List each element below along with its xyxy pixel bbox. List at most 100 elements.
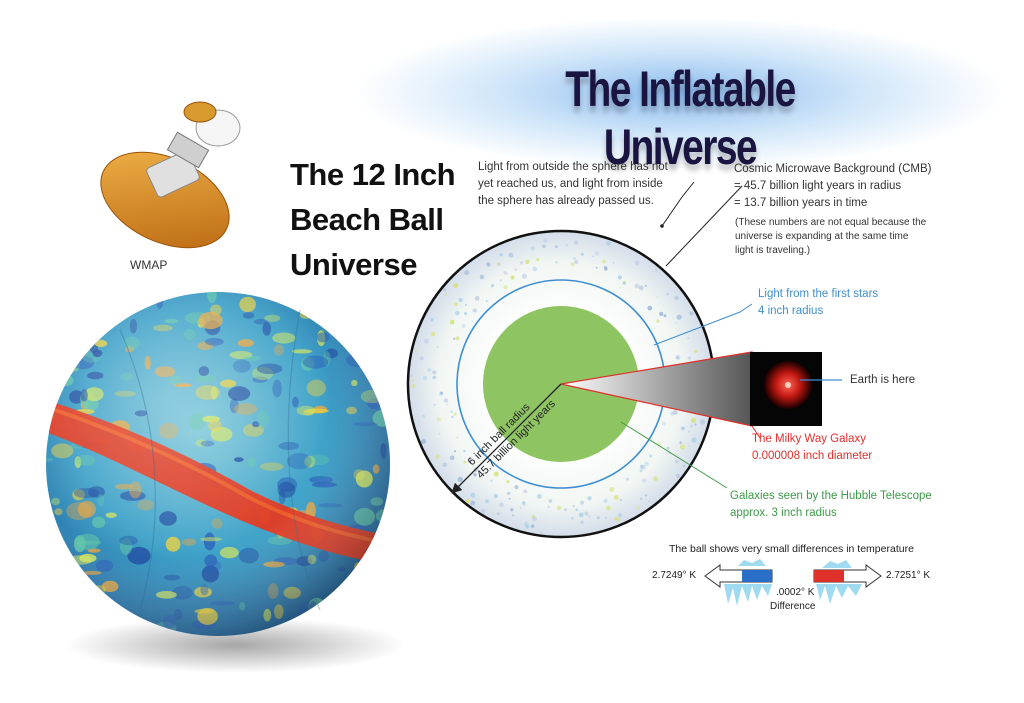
cmb-speckle xyxy=(606,505,611,511)
ball-texture-blob xyxy=(366,292,379,297)
low-temp-value: 2.7249° K xyxy=(652,570,697,581)
cmb-speckle xyxy=(665,451,668,454)
cmb-speckle xyxy=(584,511,589,516)
cmb-speckle xyxy=(653,476,658,482)
subtitle-line-1: The 12 Inch xyxy=(290,157,456,192)
cmb-speckle xyxy=(689,311,694,316)
cmb-speckle xyxy=(470,492,476,498)
cmb-speckle xyxy=(523,489,528,494)
cmb-speckle xyxy=(463,460,467,464)
cmb-speckle xyxy=(445,293,448,296)
cmb-speckle xyxy=(694,349,698,353)
cmb-speckle xyxy=(596,516,600,520)
cmb-speckle xyxy=(530,524,535,528)
cmb-speckle xyxy=(687,337,690,340)
cmb-speckle xyxy=(606,241,611,246)
cmb-speckle xyxy=(521,273,527,279)
cmb-speckle xyxy=(454,302,458,307)
cmb-speckle xyxy=(699,419,706,425)
cmb-speckle xyxy=(415,349,417,352)
cmb-speckle xyxy=(556,505,562,511)
cmb-speckle xyxy=(659,311,664,317)
cmb-speckle xyxy=(432,375,436,380)
ball-texture-blob xyxy=(68,602,79,619)
title-glow xyxy=(360,18,1000,168)
cmb-speckle xyxy=(512,514,515,517)
cmb-speckle xyxy=(440,391,443,395)
cmb-speckle xyxy=(555,260,558,264)
cmb-speckle xyxy=(574,259,579,265)
cmb-speckle xyxy=(493,471,499,477)
cmb-speckle xyxy=(578,512,584,518)
cmb-speckle xyxy=(449,319,455,325)
cmb-speckle xyxy=(453,450,457,453)
cmb-speckle xyxy=(661,421,667,426)
ball-texture-blob xyxy=(69,311,80,320)
cmb-speckle xyxy=(514,268,518,271)
cmb-speckle xyxy=(485,300,488,303)
cmb-speckle xyxy=(530,246,535,251)
cmb-speckle xyxy=(506,480,510,484)
cmb-speckle xyxy=(432,370,437,375)
cmb-speckle xyxy=(465,498,470,504)
cmb-speckle xyxy=(592,255,594,258)
cmb-speckle xyxy=(603,265,608,270)
cmb-speckle xyxy=(411,384,416,388)
cmb-speckle xyxy=(570,262,575,267)
ball-texture-blob xyxy=(49,356,61,374)
cmb-speckle xyxy=(463,450,466,453)
cmb-speckle xyxy=(418,421,420,423)
ball-texture-blob xyxy=(69,601,93,617)
ball-texture-blob xyxy=(67,327,77,333)
temp-diff-value: .0002° K xyxy=(776,587,815,598)
cmb-speckle xyxy=(457,476,463,482)
temp-diff-label: Difference xyxy=(770,601,816,612)
cmb-speckle xyxy=(443,398,449,403)
page-title: The Inflatable Universe xyxy=(565,61,796,175)
cmb-speckle xyxy=(564,508,567,512)
cmb-speckle xyxy=(438,432,441,435)
cmb-title: Cosmic Microwave Background (CMB) xyxy=(734,163,932,175)
cmb-speckle xyxy=(688,430,691,433)
cmb-note-line-1: (These numbers are not equal because the xyxy=(735,217,927,228)
ball-texture-blob xyxy=(46,555,60,570)
cmb-speckle xyxy=(682,427,685,430)
cmb-speckle xyxy=(499,502,504,508)
cmb-speckle xyxy=(647,500,650,503)
cmb-explanation: (These numbers are not equal because the… xyxy=(735,216,965,258)
cmb-speckle xyxy=(493,493,498,499)
outside-light-line-3: the sphere has already passed us. xyxy=(478,195,654,207)
ball-texture-blob xyxy=(379,607,390,621)
cmb-speckle xyxy=(490,479,493,483)
cmb-speckle xyxy=(458,297,463,303)
cmb-speckle xyxy=(587,496,592,501)
cmb-speckle xyxy=(666,446,670,451)
subtitle-line-2: Beach Ball xyxy=(290,202,444,237)
cmb-speckle xyxy=(442,287,447,292)
ball-texture-blob xyxy=(46,545,57,560)
cmb-speckle xyxy=(427,368,432,372)
cmb-speckle xyxy=(431,332,436,337)
milky-way-line-1: The Milky Way Galaxy xyxy=(752,433,866,445)
cmb-speckle xyxy=(421,414,426,418)
cmb-speckle xyxy=(446,403,449,406)
ball-texture-blob xyxy=(273,297,298,302)
ball-texture-blob xyxy=(49,309,75,320)
cmb-speckle xyxy=(687,356,692,360)
cmb-speckle xyxy=(465,304,467,306)
outside-light-line-1: Light from outside the sphere has not xyxy=(478,161,668,173)
cmb-speckle xyxy=(623,280,626,284)
cmb-speckle xyxy=(524,259,530,265)
cmb-radius: = 45.7 billion light years in radius xyxy=(734,180,902,192)
ball-texture-blob xyxy=(334,590,356,602)
cmb-speckle xyxy=(436,417,441,422)
earth-label: Earth is here xyxy=(850,374,916,386)
cmb-speckle xyxy=(687,444,691,448)
ball-texture-blob xyxy=(358,567,380,575)
hubble-label: Galaxies seen by the Hubble Telescope ap… xyxy=(730,488,990,522)
subtitle-line-3: Universe xyxy=(290,247,417,282)
cmb-speckle xyxy=(580,520,584,524)
cmb-speckle xyxy=(689,424,693,428)
cmb-speckle xyxy=(613,495,619,500)
